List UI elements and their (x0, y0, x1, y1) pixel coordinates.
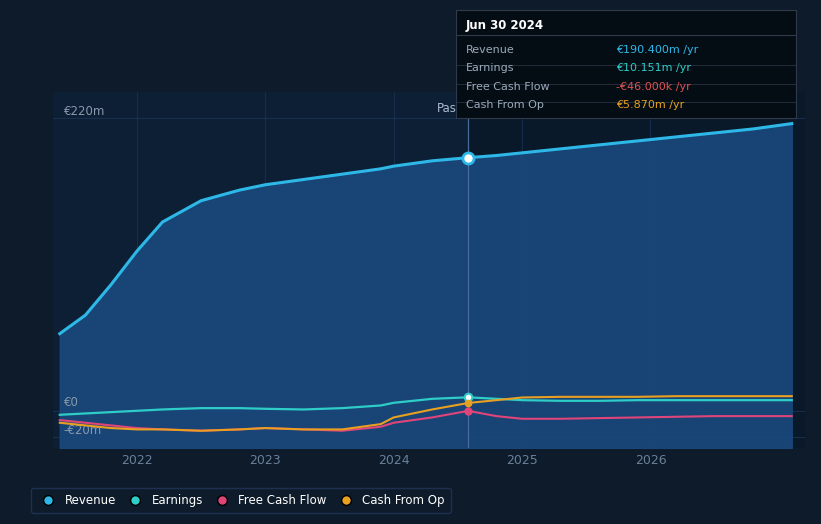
Text: €5.870m /yr: €5.870m /yr (616, 100, 684, 110)
Text: Earnings: Earnings (466, 63, 515, 73)
Bar (468, 92, 805, 448)
Text: €190.400m /yr: €190.400m /yr (616, 45, 698, 55)
Text: Revenue: Revenue (466, 45, 515, 55)
Text: -€20m: -€20m (64, 424, 102, 438)
Text: Analysts Forecasts: Analysts Forecasts (475, 102, 585, 115)
Text: €220m: €220m (64, 105, 105, 118)
Text: -€46.000k /yr: -€46.000k /yr (616, 82, 690, 92)
Text: Free Cash Flow: Free Cash Flow (466, 82, 549, 92)
Text: Cash From Op: Cash From Op (466, 100, 544, 110)
Legend: Revenue, Earnings, Free Cash Flow, Cash From Op: Revenue, Earnings, Free Cash Flow, Cash … (30, 488, 451, 513)
Text: €0: €0 (64, 397, 79, 409)
Text: Jun 30 2024: Jun 30 2024 (466, 19, 544, 32)
Text: Past: Past (437, 102, 461, 115)
Text: €10.151m /yr: €10.151m /yr (616, 63, 690, 73)
